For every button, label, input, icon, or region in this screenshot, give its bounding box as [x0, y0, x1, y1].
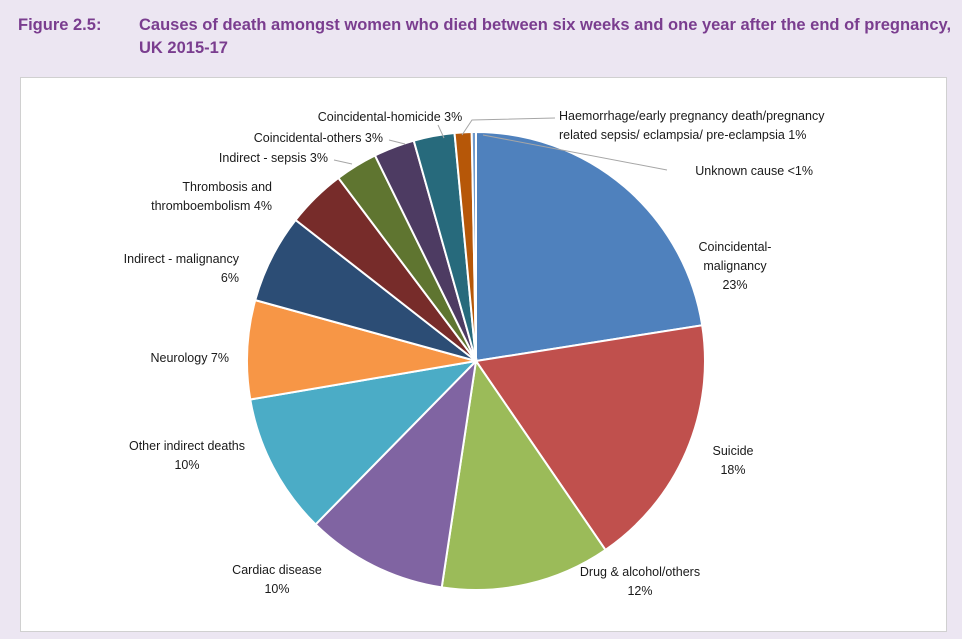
slice-label: Coincidental-homicide 3% — [318, 110, 463, 124]
slice-label: Coincidental-others 3% — [254, 131, 383, 145]
slice-label: Indirect - malignancy 6% — [124, 252, 240, 285]
slice-label: Coincidental-malignancy 23% — [699, 240, 772, 292]
leader-line — [482, 134, 668, 171]
slice-label: Drug & alcohol/others 12% — [580, 565, 700, 598]
figure-title: Causes of death amongst women who died b… — [139, 16, 952, 57]
slice-label: Cardiac disease 10% — [232, 563, 322, 596]
leader-line — [388, 139, 406, 145]
slice-label: Unknown cause <1% — [695, 164, 813, 178]
slice-label: Suicide 18% — [713, 444, 754, 477]
pie-slice — [440, 358, 607, 591]
pie-slice — [474, 324, 706, 552]
pie-slice — [470, 130, 477, 362]
pie-chart: Coincidental-malignancy 23% Suicide 18% Drug… — [124, 109, 826, 598]
slice-label: Neurology 7% — [150, 351, 229, 365]
slice-label: Haemorrhage/early pregnancy death/pregna… — [559, 109, 825, 142]
leader-line — [461, 117, 556, 136]
slice-label: Other indirect deaths 10% — [129, 439, 245, 472]
slice-label: Thrombosis and thromboembolism 4% — [151, 180, 272, 213]
pie-slice — [475, 130, 704, 363]
chart-area: Coincidental-malignancy 23% Suicide 18% Drug… — [20, 77, 947, 632]
leader-line — [437, 124, 445, 139]
pie-slice — [249, 359, 479, 526]
figure-number: Figure 2.5: — [18, 16, 102, 34]
pie-slice — [314, 358, 478, 589]
leader-line — [333, 159, 353, 165]
slice-label: Indirect - sepsis 3% — [219, 151, 328, 165]
